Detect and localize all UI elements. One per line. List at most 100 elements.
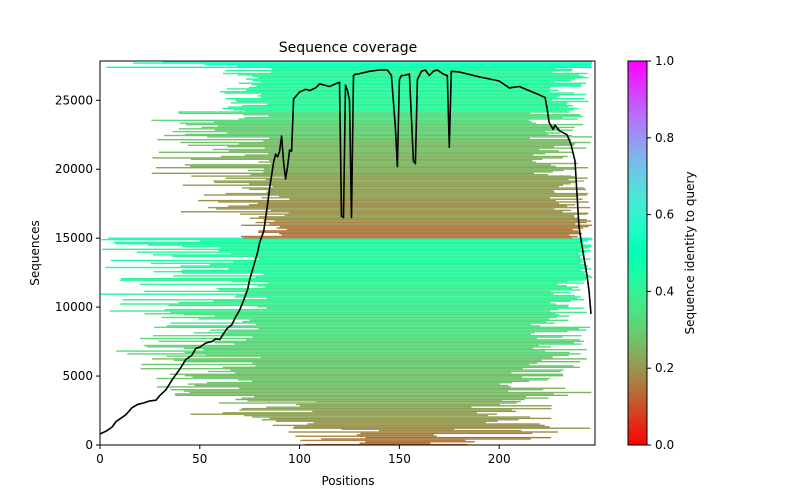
heatmap-row [227, 330, 568, 333]
heatmap-row [249, 183, 571, 185]
heatmap-row [294, 426, 550, 428]
heatmap-row [198, 318, 550, 320]
heatmap-row [230, 369, 564, 371]
heatmap-row [264, 286, 579, 288]
heatmap-row [109, 310, 551, 312]
heatmap-row [252, 79, 572, 82]
heatmap-row [151, 262, 581, 264]
heatmap-row [164, 308, 559, 311]
heatmap-row [260, 96, 557, 98]
heatmap-row [184, 375, 564, 377]
heatmap-row [157, 139, 572, 141]
chart-title: Sequence coverage [279, 40, 418, 56]
y-tick-label: 15000 [55, 231, 93, 245]
heatmap-row [191, 175, 572, 177]
heatmap-row [162, 61, 592, 63]
heatmap-row [269, 190, 554, 192]
heatmap-row [233, 109, 574, 111]
heatmap-row [268, 282, 585, 284]
heatmap-row [110, 259, 583, 262]
heatmap-row [183, 314, 559, 316]
heatmap-row [321, 438, 531, 440]
heatmap-row [248, 204, 576, 206]
heatmap-row [251, 84, 581, 86]
heatmap-row [153, 335, 582, 337]
heatmap-row [205, 354, 569, 356]
heatmap-row [272, 185, 559, 188]
heatmap-row [203, 194, 587, 196]
heatmap-row [356, 434, 434, 436]
heatmap-row [270, 209, 571, 212]
heatmap-row [244, 292, 571, 294]
heatmap-row [190, 165, 557, 167]
heatmap-row [221, 333, 531, 335]
heatmap-row [216, 287, 573, 290]
colorbar-label: Sequence identity to query [683, 171, 697, 334]
heatmap-row [313, 421, 486, 424]
heatmap-row [292, 427, 591, 429]
heatmap-row [194, 384, 509, 387]
heatmap-row [180, 211, 563, 213]
heatmap-row [188, 383, 500, 385]
heatmap-row [158, 340, 584, 342]
heatmap-row [140, 368, 523, 370]
heatmap-row [251, 380, 530, 382]
coverage-line-layer [99, 69, 592, 435]
heatmap-row [274, 220, 592, 222]
heatmap-row [143, 344, 539, 347]
heatmap-row [271, 71, 553, 73]
heatmap-row [341, 428, 455, 430]
heatmap-row [182, 272, 585, 274]
heatmap-row [149, 279, 586, 281]
heatmap-row [175, 394, 568, 396]
heatmap-row [148, 244, 591, 246]
heatmap-row [266, 307, 584, 309]
colorbar-ticks: 0.0 0.2 0.4 0.6 0.8 1.0 [647, 54, 674, 452]
heatmap-row [249, 319, 569, 321]
heatmap-row [208, 370, 561, 373]
heatmap-row [121, 278, 588, 280]
heatmap-row [132, 62, 593, 64]
x-axis: 0 50 100 150 200 [96, 445, 511, 466]
heatmap-row [242, 187, 585, 189]
heatmap-row [239, 387, 566, 389]
heatmap-row [222, 107, 579, 110]
heatmap-row [178, 301, 551, 304]
heatmap-row [210, 329, 587, 331]
heatmap-row [250, 174, 548, 176]
heatmap-row [365, 436, 551, 439]
heatmap-row [263, 171, 553, 173]
heatmap-row [365, 441, 475, 443]
heatmap-row [270, 162, 578, 165]
y-axis: 0 5000 10000 15000 20000 25000 [55, 93, 100, 452]
heatmap-row [173, 275, 591, 277]
heatmap-row [272, 68, 573, 70]
colorbar-tick-label: 0.6 [655, 208, 674, 222]
heatmap-row [140, 337, 537, 340]
heatmap-row [243, 237, 573, 239]
heatmap-row [260, 81, 555, 83]
heatmap-row [235, 372, 512, 374]
heatmap-row [255, 276, 593, 278]
heatmap-row [288, 431, 558, 433]
heatmap-row [213, 121, 532, 123]
heatmap-row [218, 125, 555, 127]
heatmap-row [241, 224, 593, 226]
heatmap-row [288, 212, 589, 214]
heatmap-row [154, 326, 591, 328]
heatmap-row [213, 300, 571, 302]
heatmap-row [289, 198, 583, 200]
heatmap-row [252, 75, 584, 77]
heatmap-row [219, 289, 581, 291]
heatmap-row [295, 435, 437, 437]
heatmap-row [222, 412, 477, 414]
heatmap-row [156, 377, 551, 380]
heatmap-row [264, 147, 587, 149]
heatmap-row [257, 202, 559, 205]
heatmap-row [182, 184, 564, 186]
heatmap-row [296, 403, 500, 406]
heatmap-row [223, 72, 588, 75]
heatmap-row [261, 93, 587, 96]
heatmap-row [216, 208, 555, 210]
heatmap-row [247, 169, 564, 172]
